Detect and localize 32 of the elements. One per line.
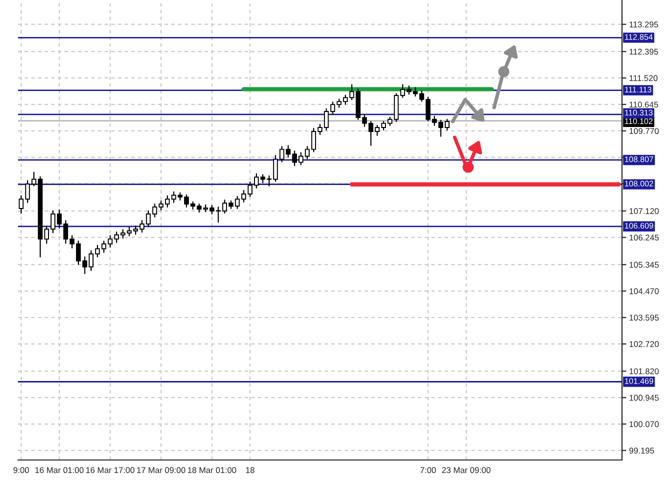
y-tick-label: 103.595 — [630, 314, 659, 321]
y-tick-label: 110.645 — [630, 102, 658, 108]
ref-line-label: 108.807 — [625, 156, 654, 162]
y-tick-label: 112.395 — [630, 48, 658, 55]
x-tick-label: 16 Mar 01:00 — [35, 467, 84, 474]
ref-line-label: 112.854 — [625, 34, 653, 40]
y-tick-label: 104.470 — [630, 288, 659, 294]
ref-line-label: 110.313 — [625, 110, 653, 116]
ref-line-label: 108.002 — [625, 180, 654, 186]
ref-line-label: 111.113 — [625, 86, 652, 92]
y-tick-label: 100.945 — [630, 394, 659, 401]
x-tick-label: 23 Mar 09:00 — [442, 467, 490, 474]
ref-line-label: 106.609 — [625, 222, 654, 229]
x-tick-label: 16 Mar 17:00 — [86, 467, 134, 474]
candlestick — [444, 118, 450, 131]
y-tick-label: 100.070 — [630, 421, 659, 428]
x-tick-label: 18 — [246, 467, 254, 474]
x-tick-label: 18 Mar 01:00 — [188, 467, 236, 474]
y-tick-label: 101.820 — [630, 368, 659, 374]
y-tick-label: 111.520 — [630, 75, 658, 82]
x-tick-label: 9:00 — [13, 467, 29, 474]
x-tick-label: 17 Mar 09:00 — [137, 467, 186, 474]
y-tick-label: 102.720 — [630, 341, 659, 348]
y-tick-label: 99.195 — [629, 448, 654, 454]
y-tick-label: 107.120 — [630, 208, 659, 214]
ref-line-label: 101.469 — [625, 378, 654, 384]
y-tick-label: 109.770 — [630, 128, 659, 134]
y-tick-label: 113.295 — [630, 22, 658, 28]
x-tick-label: 7:00 — [420, 467, 436, 474]
ref-line-label: 110.102 — [625, 118, 653, 124]
y-tick-label: 106.245 — [630, 234, 659, 241]
y-tick-label: 105.345 — [630, 262, 659, 268]
